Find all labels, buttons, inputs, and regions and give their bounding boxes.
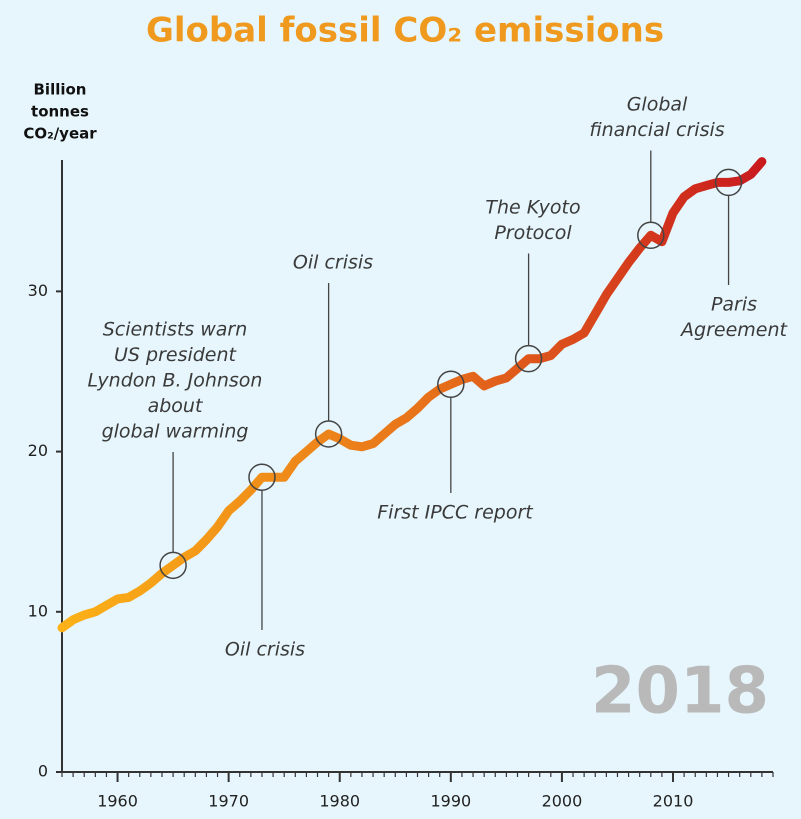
annotation-marker (714, 168, 743, 197)
y-axis-label: tonnes (31, 103, 89, 121)
annotation-text: Oil crisis (225, 639, 305, 661)
y-axis-label: Billion (34, 81, 87, 99)
annotation-text: Oil crisis (293, 252, 373, 274)
y-tick-label: 20 (28, 441, 48, 460)
y-tick-label: 0 (38, 762, 48, 781)
annotation-text: about (148, 395, 204, 417)
annotation-text: Global (627, 94, 688, 116)
y-axis-label: CO₂/year (23, 125, 97, 143)
annotation-text: Paris (711, 294, 757, 316)
annotation-text: Scientists warn (103, 319, 248, 341)
annotation-text: Protocol (494, 222, 572, 244)
annotation-text: First IPCC report (377, 502, 534, 524)
annotation-text: global warming (102, 421, 249, 443)
annotation-marker (314, 420, 343, 448)
x-tick-label: 1960 (97, 792, 138, 811)
chart-title: Global fossil CO₂ emissions (146, 11, 664, 51)
x-tick-label: 2010 (653, 792, 694, 811)
annotation-marker (437, 370, 465, 399)
y-tick-label: 30 (28, 281, 48, 300)
y-tick-label: 10 (28, 601, 48, 620)
watermark: 2018 (591, 655, 769, 729)
annotation-text: Lyndon B. Johnson (88, 370, 263, 392)
x-tick-label: 1980 (319, 792, 360, 811)
annotation-marker (637, 221, 665, 250)
emissions-line (57, 157, 767, 633)
x-tick-label: 1990 (430, 792, 471, 811)
annotation-text: financial crisis (589, 119, 724, 141)
x-tick-label: 1970 (208, 792, 249, 811)
annotation-text: US president (114, 344, 238, 366)
annotation-marker (248, 463, 276, 491)
x-tick-label: 2000 (542, 792, 583, 811)
annotation-marker (159, 551, 187, 580)
annotation-text: Agreement (679, 319, 788, 341)
annotation-text: The Kyoto (485, 197, 580, 219)
annotation-marker (514, 344, 543, 373)
